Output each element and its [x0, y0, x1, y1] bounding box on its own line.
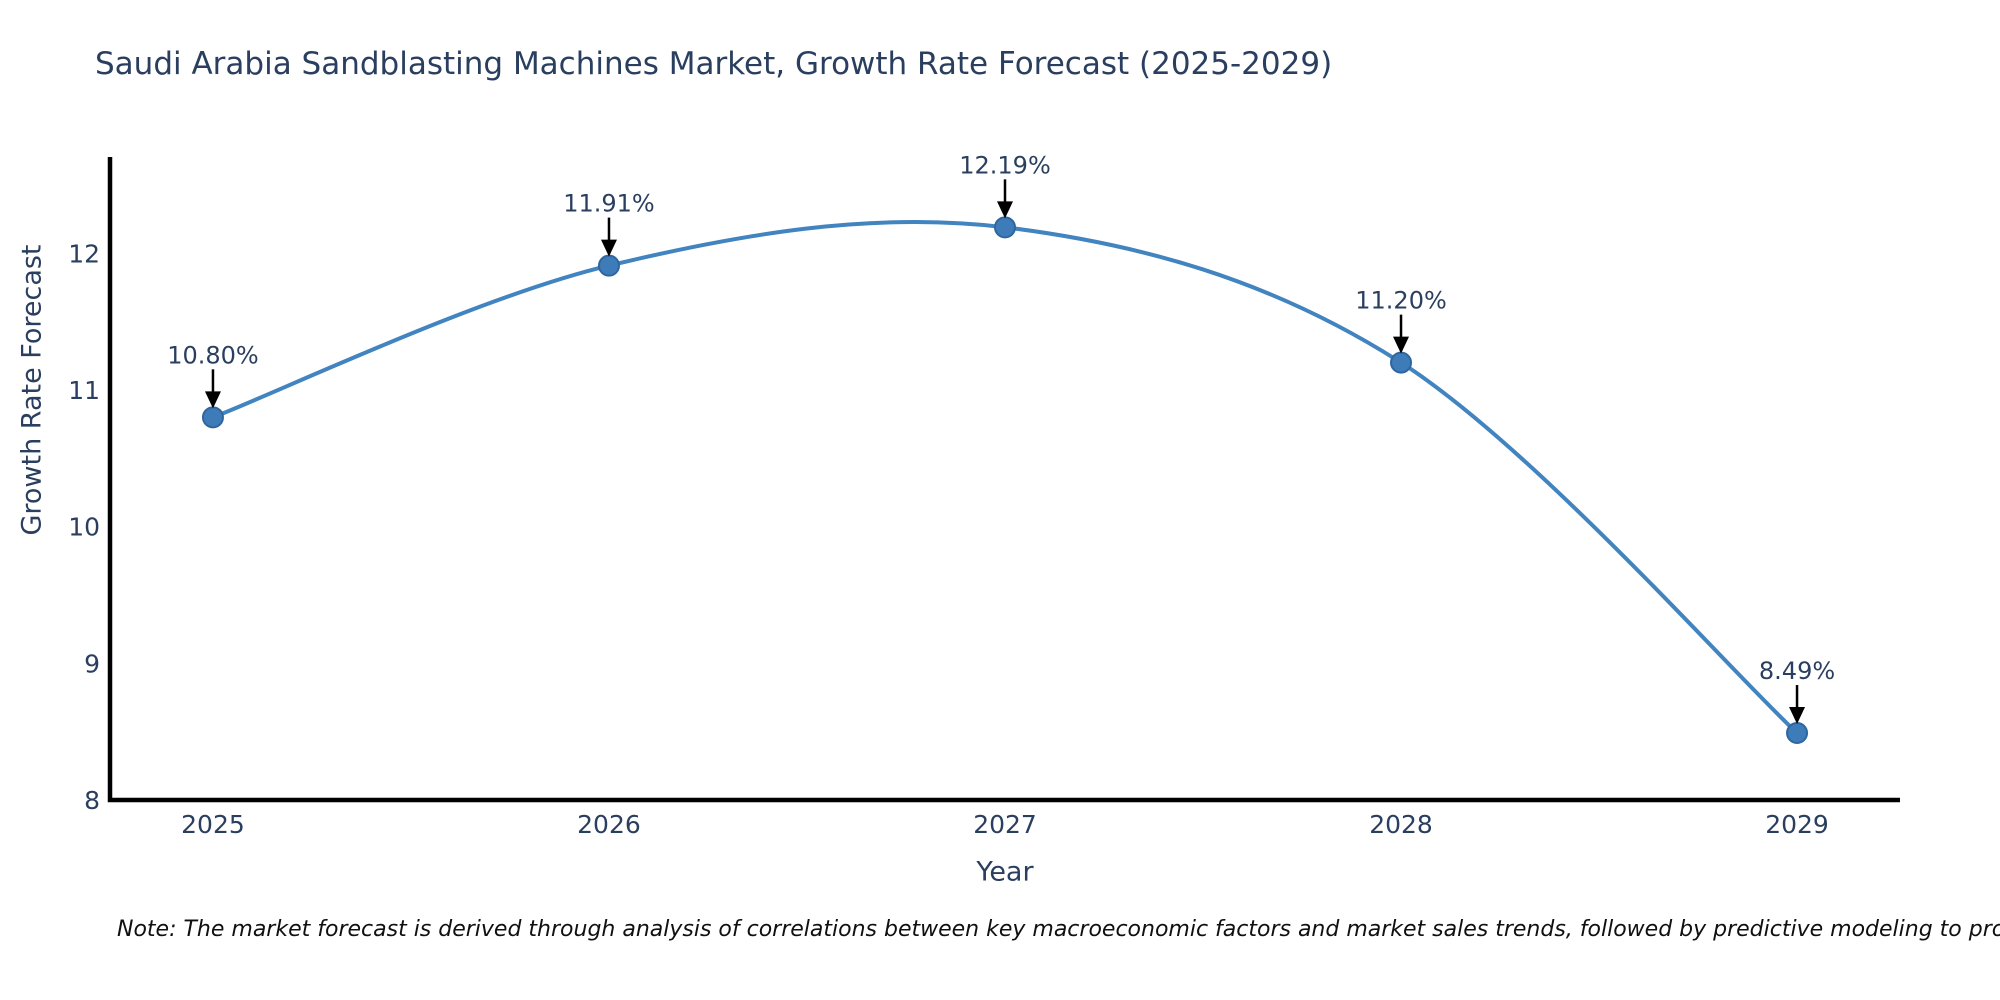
x-tick-label: 2025 [181, 810, 245, 839]
x-axis-title: Year [976, 856, 1034, 888]
point-annotation-label: 12.19% [959, 151, 1051, 179]
y-tick-label: 8 [84, 786, 100, 815]
x-tick-label: 2029 [1765, 810, 1829, 839]
footnote: Note: The market forecast is derived thr… [117, 917, 2000, 942]
x-tick-label: 2028 [1369, 810, 1433, 839]
x-tick-label: 2026 [577, 810, 641, 839]
annotation-arrow-head [1393, 336, 1410, 354]
forecast-line [210, 219, 1799, 735]
x-tick-label: 2027 [973, 810, 1037, 839]
data-point-marker [201, 406, 224, 429]
chart-title: Saudi Arabia Sandblasting Machines Marke… [95, 46, 1333, 82]
point-annotation-label: 10.80% [167, 341, 259, 369]
y-tick-label: 10 [68, 513, 100, 542]
y-axis-title: Growth Rate Forecast [16, 244, 48, 536]
annotation-arrow-head [600, 239, 617, 257]
data-point-marker [994, 216, 1016, 239]
point-annotation-label: 11.91% [563, 190, 655, 218]
data-point-marker [597, 254, 620, 277]
y-tick-label: 11 [68, 376, 100, 405]
point-annotation-label: 11.20% [1355, 287, 1447, 315]
data-point-marker [1390, 351, 1413, 374]
y-tick-label: 9 [84, 649, 100, 678]
y-tick-label: 12 [68, 239, 100, 268]
annotation-arrow-head [1789, 707, 1806, 725]
axis-lines [107, 157, 1900, 803]
data-point-marker [1786, 722, 1809, 745]
annotation-arrow-head [997, 201, 1013, 219]
point-annotation-label: 8.49% [1759, 657, 1835, 685]
annotation-arrow-head [204, 391, 221, 409]
